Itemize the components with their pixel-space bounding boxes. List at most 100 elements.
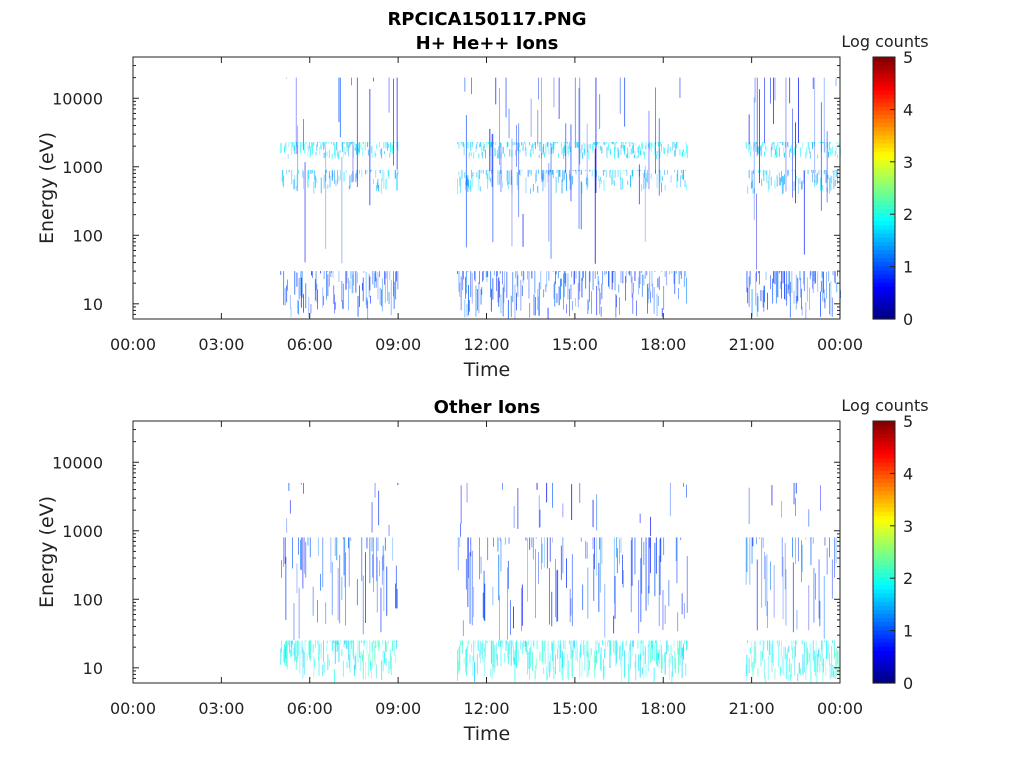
spectrogram-cell (542, 173, 544, 192)
spectrogram-cell (487, 173, 489, 189)
x-axis-ticks: 00:00 03:00 06:00 09:00 12:00 15:00 18:00 21:00… (110, 421, 863, 718)
spectrogram-cell (613, 147, 615, 159)
spectrogram-cell (577, 169, 579, 172)
spectrogram-cell (298, 587, 300, 639)
spectrogram-cell (562, 169, 564, 182)
spectrogram-cell (388, 524, 390, 536)
colorbar-segment (873, 69, 895, 74)
spectrogram-cell (662, 590, 664, 630)
spectrogram-cell (681, 593, 683, 615)
colorbar-segment (873, 200, 895, 205)
spectrogram-cell (555, 271, 557, 275)
spectrogram-cell (745, 537, 747, 585)
spectrogram-cell (596, 170, 598, 177)
colorbar-segment (873, 474, 895, 479)
y-tick-label: 10 (83, 295, 103, 314)
spectrogram-cell (501, 640, 503, 643)
spectrogram-cell (395, 174, 397, 191)
spectrogram-cell (559, 169, 561, 178)
spectrogram-cell (686, 640, 688, 650)
spectrogram-cell (527, 169, 529, 177)
spectrogram-cell (461, 142, 463, 143)
spectrogram-cell (353, 665, 355, 676)
spectrogram-cell (824, 169, 826, 172)
spectrogram-cell (751, 537, 753, 564)
spectrogram-cell (537, 110, 539, 144)
spectrogram-cell (582, 584, 584, 610)
spectrogram-cell (560, 667, 562, 676)
spectrogram-cell (793, 640, 795, 644)
spectrogram-cell (470, 271, 472, 298)
colorbar-segment (873, 171, 895, 177)
spectrogram-cell (481, 643, 483, 655)
spectrogram-cell (571, 271, 573, 278)
spectrogram-cell (750, 641, 752, 668)
spectrogram-cell (580, 181, 582, 230)
spectrogram-cell (650, 291, 651, 303)
spectrogram-cell (759, 89, 760, 184)
spectrogram-cell (544, 640, 546, 665)
spectrogram-cell (339, 640, 341, 642)
spectrogram-cell (538, 495, 540, 529)
spectrogram-cell (312, 644, 314, 653)
spectrogram-cell (323, 295, 324, 306)
colorbar-segment (873, 228, 895, 234)
spectrogram-cell (351, 640, 352, 650)
spectrogram-cell (780, 281, 782, 289)
spectrogram-cell (313, 181, 315, 194)
spectrogram-cell (337, 152, 339, 159)
spectrogram-cell (789, 673, 791, 681)
spectrogram-cell (820, 142, 821, 143)
spectrogram-cell (822, 271, 824, 302)
spectrogram-cell (807, 169, 809, 175)
spectrogram-cell (799, 177, 801, 184)
spectrogram-cell (484, 583, 486, 622)
spectrogram-cell (787, 142, 789, 148)
spectrogram-cell (758, 271, 760, 274)
spectrogram-cell (294, 643, 296, 662)
spectrogram-cell (327, 184, 329, 189)
spectrogram-cell (559, 644, 561, 673)
spectrogram-cell (685, 142, 687, 144)
spectrogram-cell (571, 301, 573, 311)
spectrogram-cell (597, 640, 598, 645)
spectrogram-cell (476, 143, 478, 149)
spectrogram-cell (614, 576, 616, 619)
spectrogram-cell (681, 174, 683, 179)
spectrogram-cell (395, 271, 397, 300)
spectrogram-cell (680, 175, 682, 188)
spectrogram-cell (616, 548, 618, 573)
spectrogram-cell (480, 289, 482, 305)
spectrogram-cell (658, 142, 659, 147)
spectrogram-cell (639, 150, 641, 155)
spectrogram-cell (463, 657, 465, 665)
spectrogram-cell (516, 640, 518, 644)
spectrogram-cell (470, 537, 472, 557)
spectrogram-cell (303, 143, 305, 154)
spectrogram-cell (334, 537, 336, 556)
spectrogram-cell (796, 610, 798, 630)
spectrogram-cell (815, 640, 817, 655)
spectrogram-cell (829, 652, 830, 665)
spectrogram-cell (525, 537, 527, 541)
spectrogram-cell (365, 142, 366, 151)
colorbar-segment (873, 114, 895, 119)
colorbar-segment (873, 155, 895, 160)
spectrogram-cell (315, 271, 317, 291)
spectrogram-cell (771, 485, 773, 506)
colorbar-tick-label: 3 (903, 517, 913, 536)
spectrogram-cell (296, 640, 298, 662)
spectrogram-cell (647, 287, 649, 304)
spectrogram-cell (396, 640, 398, 642)
spectrogram-cell (632, 169, 634, 177)
spectrogram-cell (371, 145, 373, 158)
spectrogram-cell (834, 169, 835, 173)
spectrogram-cell (632, 145, 634, 154)
spectrogram-cell (509, 149, 511, 157)
spectrogram-cell (314, 279, 316, 301)
spectrogram-cell (572, 169, 574, 171)
spectrogram-cell (625, 142, 626, 145)
spectrogram-cell (376, 277, 377, 288)
spectrogram-cell (563, 271, 565, 297)
colorbar-segment (873, 429, 895, 434)
